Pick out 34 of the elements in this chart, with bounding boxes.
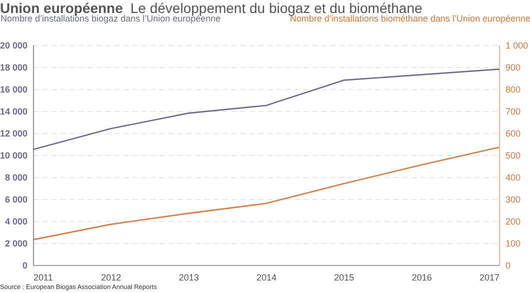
y2-tick-label: 900 [506, 62, 521, 72]
y2-tick-label: 700 [506, 106, 521, 116]
x-tick-label: 2011 [34, 272, 53, 282]
y-tick-label: 16 000 [0, 84, 28, 94]
x-tick-label: 2013 [178, 272, 199, 282]
chart-title: Union européenne [0, 0, 124, 16]
line-series [32, 146, 500, 240]
x-tick-label: 2017 [479, 272, 500, 282]
y-tick-label: 12 000 [0, 128, 28, 138]
x-tick-label: 2012 [101, 272, 122, 282]
y2-tick-label: 800 [506, 84, 521, 94]
y2-tick-label: 100 [506, 238, 521, 248]
line-series [32, 68, 500, 150]
y-tick-label: 10 000 [0, 150, 28, 160]
y-tick-label: 2 000 [4, 238, 28, 248]
y-tick-label: 0 [22, 260, 28, 270]
y-tick-label: 18 000 [0, 62, 28, 72]
y2-tick-label: 600 [506, 128, 521, 138]
y2-tick-label: 400 [506, 172, 521, 182]
y-tick-label: 8 000 [4, 172, 28, 182]
y2-tick-label: 1 000 [506, 40, 528, 50]
chart-subtitle: Le développement du biogaz et du biométhane [130, 0, 422, 16]
x-tick-label: 2014 [256, 272, 277, 282]
y-tick-label: 20 000 [0, 40, 28, 50]
y2-tick-label: 300 [506, 194, 521, 204]
y-tick-label: 4 000 [4, 216, 28, 226]
y2-tick-label: 0 [506, 260, 511, 270]
y-tick-label: 14 000 [0, 106, 28, 116]
y2-tick-label: 200 [506, 216, 521, 226]
y-axis-title: Nombre d’installations biogaz dans l’Union européenne [0, 14, 221, 24]
y-tick-label: 6 000 [4, 194, 28, 204]
x-tick-label: 2015 [334, 272, 354, 282]
x-tick-label: 2016 [412, 272, 432, 282]
y2-tick-label: 500 [506, 150, 521, 160]
